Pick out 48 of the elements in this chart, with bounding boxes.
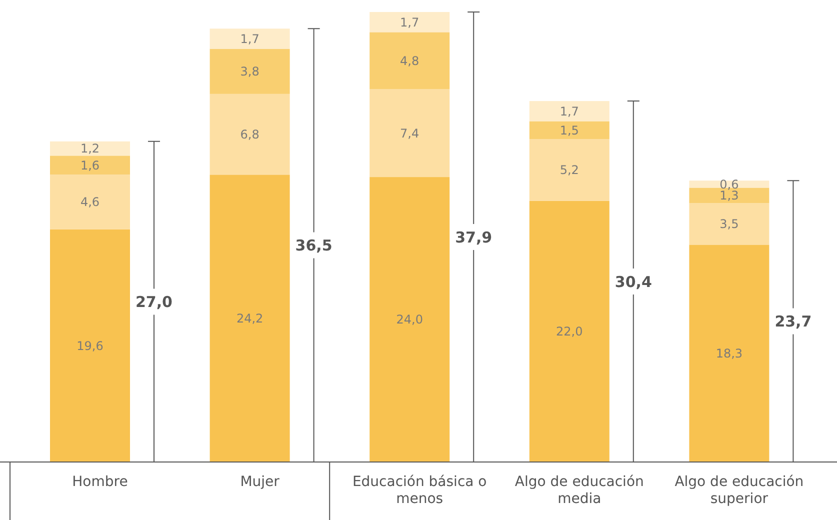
total-label: 23,7 <box>774 312 812 331</box>
total-label: 30,4 <box>614 272 652 291</box>
x-tick-label: Algo de educación media <box>514 474 644 507</box>
data-label: 0,6 <box>720 177 739 192</box>
x-tick-label: Educación básica o menos <box>352 474 487 507</box>
data-label: 3,5 <box>720 217 739 232</box>
bar <box>50 174 130 230</box>
bar <box>50 156 130 175</box>
bar <box>370 177 450 462</box>
bar <box>529 200 610 462</box>
bar <box>210 48 290 94</box>
data-label: 4,6 <box>80 195 100 210</box>
total-label: 37,9 <box>455 228 492 246</box>
data-label: 1,3 <box>720 188 739 203</box>
x-tick-label: Algo de educación superior <box>674 474 804 507</box>
data-label: 6,8 <box>240 127 260 142</box>
total-label: 36,5 <box>295 236 332 255</box>
bar <box>370 12 450 32</box>
data-label: 5,2 <box>560 163 579 178</box>
x-tick-label: Mujer <box>240 474 280 490</box>
bar <box>210 28 290 49</box>
data-label: 1,6 <box>80 158 100 172</box>
data-label: 3,8 <box>240 64 260 79</box>
data-label: 4,8 <box>400 54 420 68</box>
data-label: 7,4 <box>400 126 420 140</box>
data-label: 1,5 <box>560 123 579 138</box>
data-label: 24,2 <box>236 312 264 326</box>
data-label: 24,0 <box>396 312 423 327</box>
data-label: 1,7 <box>240 32 260 46</box>
data-label: 1,2 <box>80 142 100 156</box>
bar <box>370 32 450 90</box>
bar <box>689 244 770 462</box>
data-label: 19,6 <box>76 338 104 353</box>
bar <box>50 141 130 156</box>
total-label: 27,0 <box>135 292 173 311</box>
bar <box>689 203 770 245</box>
bar <box>370 89 450 178</box>
data-label: 1,7 <box>560 104 579 118</box>
bar <box>50 229 130 462</box>
bar <box>529 139 610 201</box>
data-label: 22,0 <box>556 324 583 339</box>
bar <box>529 101 610 122</box>
x-tick-label: Hombre <box>72 474 128 490</box>
bar <box>210 174 290 462</box>
data-label: 1,7 <box>400 15 420 30</box>
bar <box>210 94 290 175</box>
data-label: 18,3 <box>716 346 743 361</box>
bar <box>529 121 610 140</box>
